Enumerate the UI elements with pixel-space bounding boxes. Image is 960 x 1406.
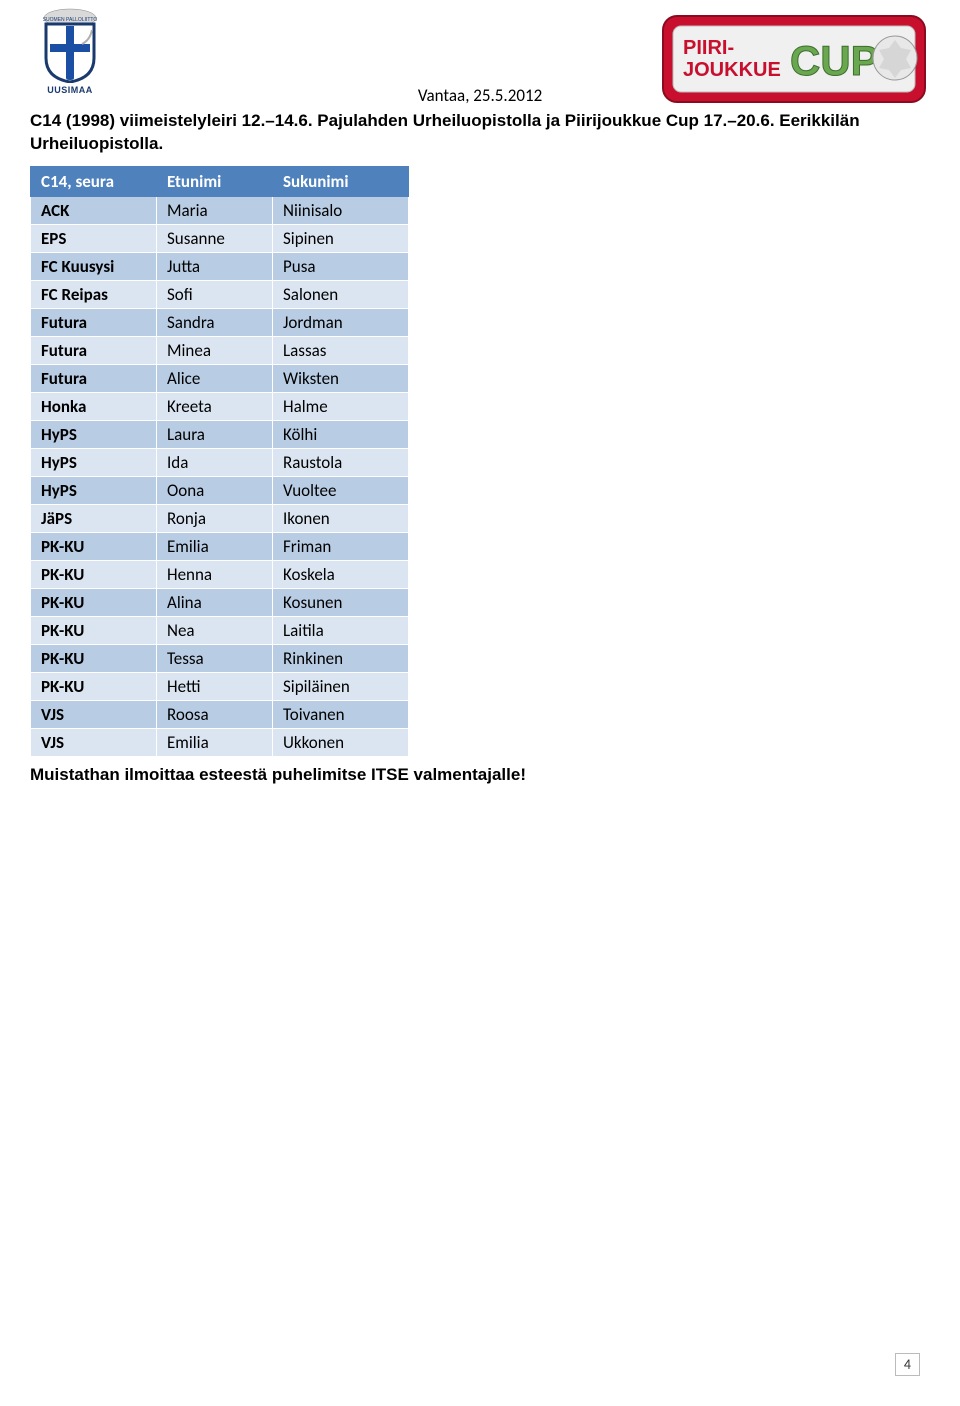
cell-etunimi: Susanne bbox=[157, 224, 273, 252]
svg-text:JOUKKUE: JOUKKUE bbox=[683, 59, 781, 81]
col-header-seura: C14, seura bbox=[31, 166, 157, 196]
cell-seura: Futura bbox=[31, 364, 157, 392]
cell-seura: PK-KU bbox=[31, 532, 157, 560]
table-row: VJSRoosaToivanen bbox=[31, 700, 409, 728]
cell-sukunimi: Halme bbox=[273, 392, 409, 420]
cell-sukunimi: Jordman bbox=[273, 308, 409, 336]
header: SUOMEN PALLOLIITTO UUSIMAA PIIRI- JOUKKU… bbox=[0, 0, 960, 106]
table-row: VJSEmiliaUkkonen bbox=[31, 728, 409, 756]
cell-etunimi: Hetti bbox=[157, 672, 273, 700]
cell-seura: HyPS bbox=[31, 420, 157, 448]
cell-seura: HyPS bbox=[31, 448, 157, 476]
cell-seura: HyPS bbox=[31, 476, 157, 504]
cell-etunimi: Laura bbox=[157, 420, 273, 448]
table-row: EPSSusanneSipinen bbox=[31, 224, 409, 252]
cell-etunimi: Oona bbox=[157, 476, 273, 504]
col-header-etunimi: Etunimi bbox=[157, 166, 273, 196]
table-row: PK-KUTessaRinkinen bbox=[31, 644, 409, 672]
cell-seura: JäPS bbox=[31, 504, 157, 532]
cell-sukunimi: Friman bbox=[273, 532, 409, 560]
cell-etunimi: Alice bbox=[157, 364, 273, 392]
cell-sukunimi: Sipiläinen bbox=[273, 672, 409, 700]
cell-etunimi: Roosa bbox=[157, 700, 273, 728]
table-row: PK-KUHennaKoskela bbox=[31, 560, 409, 588]
svg-text:PIIRI-: PIIRI- bbox=[683, 37, 734, 59]
cell-etunimi: Minea bbox=[157, 336, 273, 364]
page-title: C14 (1998) viimeistelyleiri 12.–14.6. Pa… bbox=[30, 110, 930, 156]
cell-seura: ACK bbox=[31, 196, 157, 224]
svg-text:CUP: CUP bbox=[790, 37, 879, 84]
cell-etunimi: Sandra bbox=[157, 308, 273, 336]
cell-sukunimi: Raustola bbox=[273, 448, 409, 476]
cell-seura: PK-KU bbox=[31, 560, 157, 588]
cell-etunimi: Henna bbox=[157, 560, 273, 588]
cell-etunimi: Sofi bbox=[157, 280, 273, 308]
roster-table: C14, seura Etunimi Sukunimi ACKMariaNiin… bbox=[30, 166, 409, 757]
cell-sukunimi: Rinkinen bbox=[273, 644, 409, 672]
cell-etunimi: Tessa bbox=[157, 644, 273, 672]
table-row: FuturaMineaLassas bbox=[31, 336, 409, 364]
svg-text:SUOMEN PALLOLIITTO: SUOMEN PALLOLIITTO bbox=[43, 17, 98, 23]
table-row: HyPSLauraKölhi bbox=[31, 420, 409, 448]
cell-seura: Futura bbox=[31, 336, 157, 364]
cell-sukunimi: Vuoltee bbox=[273, 476, 409, 504]
cell-sukunimi: Kosunen bbox=[273, 588, 409, 616]
cell-seura: Futura bbox=[31, 308, 157, 336]
cell-sukunimi: Salonen bbox=[273, 280, 409, 308]
cell-sukunimi: Pusa bbox=[273, 252, 409, 280]
shield-icon: SUOMEN PALLOLIITTO bbox=[40, 8, 100, 83]
cup-logo: PIIRI- JOUKKUE CUP bbox=[660, 10, 930, 108]
table-row: FC ReipasSofiSalonen bbox=[31, 280, 409, 308]
cell-etunimi: Alina bbox=[157, 588, 273, 616]
page-number: 4 bbox=[895, 1353, 920, 1376]
cell-etunimi: Maria bbox=[157, 196, 273, 224]
table-row: HyPSOonaVuoltee bbox=[31, 476, 409, 504]
cell-seura: EPS bbox=[31, 224, 157, 252]
cell-sukunimi: Koskela bbox=[273, 560, 409, 588]
table-row: FC KuusysiJuttaPusa bbox=[31, 252, 409, 280]
cell-etunimi: Emilia bbox=[157, 532, 273, 560]
cell-seura: FC Reipas bbox=[31, 280, 157, 308]
table-row: PK-KUNeaLaitila bbox=[31, 616, 409, 644]
cell-etunimi: Ida bbox=[157, 448, 273, 476]
table-row: JäPSRonjaIkonen bbox=[31, 504, 409, 532]
table-row: PK-KUAlinaKosunen bbox=[31, 588, 409, 616]
col-header-sukunimi: Sukunimi bbox=[273, 166, 409, 196]
org-region-label: UUSIMAA bbox=[30, 85, 110, 95]
cell-sukunimi: Niinisalo bbox=[273, 196, 409, 224]
cell-sukunimi: Laitila bbox=[273, 616, 409, 644]
table-row: FuturaSandraJordman bbox=[31, 308, 409, 336]
cell-sukunimi: Toivanen bbox=[273, 700, 409, 728]
cell-sukunimi: Sipinen bbox=[273, 224, 409, 252]
cell-sukunimi: Ikonen bbox=[273, 504, 409, 532]
cell-sukunimi: Wiksten bbox=[273, 364, 409, 392]
cell-etunimi: Ronja bbox=[157, 504, 273, 532]
cell-etunimi: Jutta bbox=[157, 252, 273, 280]
cell-etunimi: Emilia bbox=[157, 728, 273, 756]
table-header-row: C14, seura Etunimi Sukunimi bbox=[31, 166, 409, 196]
org-logo: SUOMEN PALLOLIITTO UUSIMAA bbox=[30, 8, 110, 95]
table-row: PK-KUHettiSipiläinen bbox=[31, 672, 409, 700]
cell-seura: PK-KU bbox=[31, 616, 157, 644]
cell-seura: FC Kuusysi bbox=[31, 252, 157, 280]
table-row: HyPSIdaRaustola bbox=[31, 448, 409, 476]
footer-note: Muistathan ilmoittaa esteestä puhelimits… bbox=[30, 765, 930, 785]
table-row: PK-KUEmiliaFriman bbox=[31, 532, 409, 560]
cell-seura: PK-KU bbox=[31, 588, 157, 616]
roster-table-wrap: C14, seura Etunimi Sukunimi ACKMariaNiin… bbox=[30, 166, 960, 757]
cell-etunimi: Kreeta bbox=[157, 392, 273, 420]
cell-sukunimi: Ukkonen bbox=[273, 728, 409, 756]
cell-seura: PK-KU bbox=[31, 672, 157, 700]
table-row: HonkaKreetaHalme bbox=[31, 392, 409, 420]
cell-seura: PK-KU bbox=[31, 644, 157, 672]
cell-sukunimi: Kölhi bbox=[273, 420, 409, 448]
table-row: FuturaAliceWiksten bbox=[31, 364, 409, 392]
cell-seura: VJS bbox=[31, 728, 157, 756]
cell-seura: Honka bbox=[31, 392, 157, 420]
cell-sukunimi: Lassas bbox=[273, 336, 409, 364]
cell-etunimi: Nea bbox=[157, 616, 273, 644]
cell-seura: VJS bbox=[31, 700, 157, 728]
table-row: ACKMariaNiinisalo bbox=[31, 196, 409, 224]
